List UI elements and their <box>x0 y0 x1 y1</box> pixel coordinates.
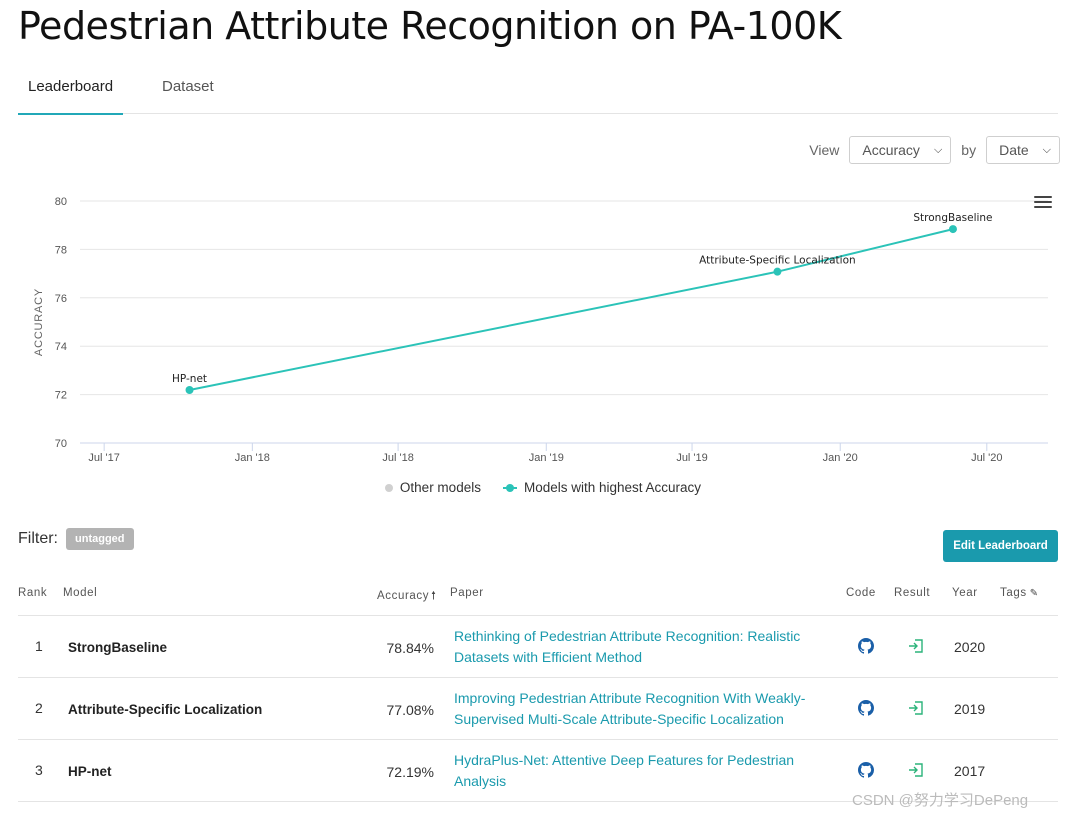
header-tags[interactable]: Tags ✎ <box>1000 587 1039 599</box>
data-point <box>948 225 957 234</box>
grey-dot-icon <box>384 483 393 492</box>
filter-label: Filter: <box>18 530 58 547</box>
watermark-text: CSDN @努力学习DePeng <box>852 792 1029 809</box>
edit-leaderboard-button[interactable]: Edit Leaderboard <box>943 530 1058 562</box>
legend-highest-models[interactable]: Models with highest Accuracy <box>502 480 702 495</box>
github-icon[interactable] <box>858 638 876 656</box>
hamburger-menu-icon[interactable] <box>1034 196 1052 210</box>
sort-up-arrow-icon[interactable]: 🠕 <box>431 590 437 602</box>
data-point <box>185 386 194 395</box>
chart-legend: Other models Models with highest Accurac… <box>0 480 1086 495</box>
header-accuracy[interactable]: Accuracy 🠕 <box>377 587 436 606</box>
header-result[interactable]: Result <box>894 587 931 599</box>
row-rank: 1 <box>35 638 43 654</box>
y-tick-label: 74 <box>55 341 67 353</box>
header-paper[interactable]: Paper <box>450 587 484 599</box>
row-accuracy: 77.08% <box>386 702 434 718</box>
table-row: 3 HP-net 72.19% HydraPlus-Net: Attentive… <box>18 740 1058 802</box>
data-point <box>773 267 782 276</box>
data-point-label: StrongBaseline <box>913 212 992 224</box>
github-icon[interactable] <box>858 762 876 780</box>
tab-bar: Leaderboard Dataset <box>18 66 1058 115</box>
y-tick-label: 76 <box>55 293 67 305</box>
teal-line-dot-icon <box>502 483 517 492</box>
by-label: by <box>961 142 977 158</box>
x-tick-label: Jan '19 <box>529 452 564 464</box>
header-model[interactable]: Model <box>63 587 98 599</box>
row-paper-link[interactable]: Improving Pedestrian Attribute Recogniti… <box>454 690 806 727</box>
view-label: View <box>809 142 840 158</box>
row-paper-link[interactable]: HydraPlus-Net: Attentive Deep Features f… <box>454 752 795 789</box>
chevron-down-icon: ⌵ <box>933 143 943 156</box>
row-accuracy: 72.19% <box>386 764 434 780</box>
y-tick-label: 70 <box>55 438 67 450</box>
legend-other-label: Other models <box>399 480 481 495</box>
table-row: 2 Attribute-Specific Localization 77.08%… <box>18 678 1058 740</box>
sort-by-select[interactable]: Date ⌵ <box>986 136 1060 164</box>
row-model[interactable]: HP-net <box>68 764 112 779</box>
x-tick-label: Jul '20 <box>971 452 1002 464</box>
series-line <box>189 228 954 391</box>
x-tick-label: Jul '18 <box>382 452 413 464</box>
row-year: 2020 <box>954 639 986 655</box>
import-result-icon[interactable] <box>908 700 926 718</box>
x-tick-label: Jul '17 <box>88 452 119 464</box>
table-header: Rank Model Accuracy 🠕 Paper Code Result Y… <box>18 578 1058 616</box>
x-tick-label: Jan '18 <box>235 452 270 464</box>
row-model[interactable]: StrongBaseline <box>68 640 168 655</box>
tab-leaderboard[interactable]: Leaderboard <box>18 78 124 115</box>
filter-tag-untagged[interactable]: untagged <box>66 528 134 550</box>
accuracy-line-chart: 70 72 74 76 78 80 Jul '17 Jan '18 Jul '18 Jan '19… <box>33 196 1048 464</box>
tab-dataset[interactable]: Dataset <box>162 78 214 95</box>
edit-tags-icon[interactable]: ✎ <box>1029 588 1039 599</box>
leaderboard-table: Rank Model Accuracy 🠕 Paper Code Result Y… <box>18 578 1058 802</box>
x-tick-label: Jan '20 <box>823 452 858 464</box>
import-result-icon[interactable] <box>908 638 926 656</box>
data-point-label: Attribute-Specific Localization <box>699 255 856 267</box>
row-year: 2019 <box>954 701 986 717</box>
y-tick-label: 78 <box>55 244 67 256</box>
data-point-label: HP-net <box>172 373 207 385</box>
row-paper-link[interactable]: Rethinking of Pedestrian Attribute Recog… <box>454 628 801 665</box>
header-tags-label: Tags <box>1000 587 1027 599</box>
metric-select[interactable]: Accuracy ⌵ <box>849 136 952 164</box>
filter-bar: Filter: untagged <box>18 528 134 550</box>
legend-other-models[interactable]: Other models <box>384 480 481 495</box>
row-year: 2017 <box>954 763 986 779</box>
row-model[interactable]: Attribute-Specific Localization <box>68 702 263 717</box>
row-rank: 3 <box>35 762 43 778</box>
row-rank: 2 <box>35 700 43 716</box>
y-tick-label: 72 <box>55 390 67 402</box>
table-row: 1 StrongBaseline 78.84% Rethinking of Pe… <box>18 616 1058 678</box>
row-accuracy: 78.84% <box>386 640 434 656</box>
header-year[interactable]: Year <box>952 587 978 599</box>
page-title: Pedestrian Attribute Recognition on PA-1… <box>18 4 842 48</box>
y-tick-label: 80 <box>55 196 67 208</box>
chevron-down-icon: ⌵ <box>1042 143 1051 156</box>
import-result-icon[interactable] <box>908 762 926 780</box>
chart-view-controls: View Accuracy ⌵ by Date ⌵ <box>809 135 1060 165</box>
header-code[interactable]: Code <box>846 587 876 599</box>
header-rank[interactable]: Rank <box>18 587 48 599</box>
sort-by-select-value: Date <box>999 142 1029 158</box>
header-accuracy-label: Accuracy <box>377 590 430 602</box>
y-axis-label: ACCURACY <box>33 288 45 356</box>
github-icon[interactable] <box>858 700 876 718</box>
legend-highest-label: Models with highest Accuracy <box>523 480 702 495</box>
x-tick-label: Jul '19 <box>676 452 707 464</box>
metric-select-value: Accuracy <box>862 142 920 158</box>
